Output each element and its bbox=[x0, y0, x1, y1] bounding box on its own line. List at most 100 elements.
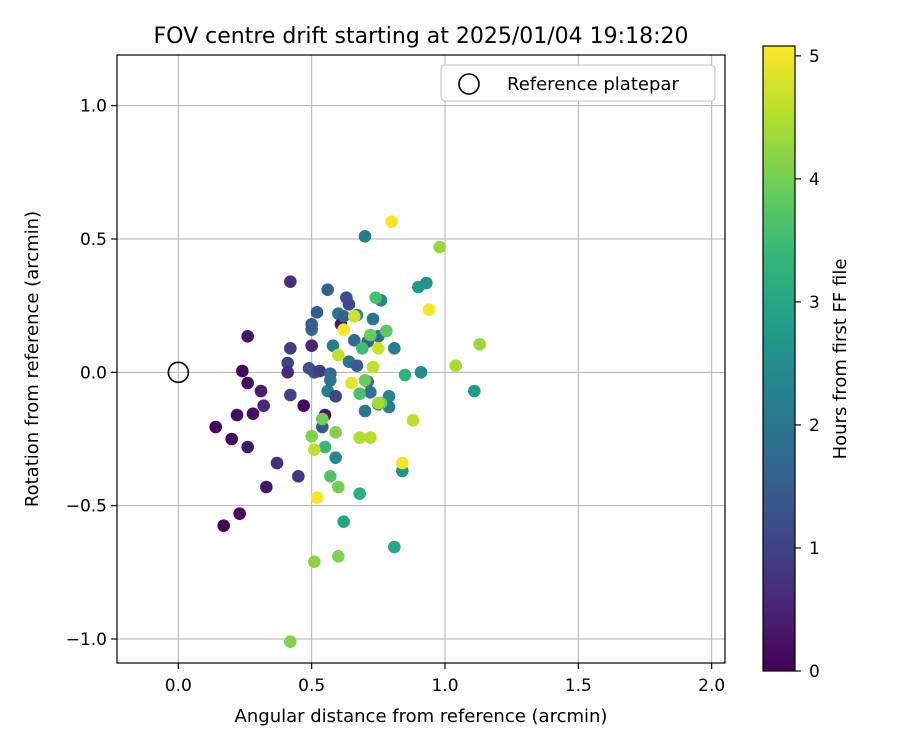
scatter-point bbox=[233, 507, 246, 520]
scatter-point bbox=[284, 388, 297, 402]
scatter-point bbox=[313, 364, 326, 378]
colorbar-tick-label: 2 bbox=[809, 416, 820, 436]
scatter-point bbox=[380, 324, 393, 338]
scatter-point bbox=[348, 334, 361, 347]
scatter-point bbox=[308, 443, 321, 456]
scatter-point bbox=[292, 470, 305, 483]
colorbar-tick-label: 4 bbox=[809, 170, 820, 190]
x-tick-label: 0.0 bbox=[165, 676, 192, 696]
scatter-point bbox=[324, 470, 337, 483]
colorbar-tick-label: 3 bbox=[809, 293, 820, 313]
scatter-point bbox=[353, 431, 366, 444]
y-axis-label: Rotation from reference (arcmin) bbox=[22, 211, 43, 507]
scatter-point bbox=[281, 356, 294, 370]
legend-label: Reference platepar bbox=[507, 74, 679, 95]
scatter-point bbox=[305, 318, 318, 331]
scatter-point bbox=[318, 440, 332, 454]
scatter-point bbox=[358, 404, 372, 418]
scatter-point bbox=[332, 348, 345, 362]
colorbar-gradient bbox=[763, 46, 795, 671]
scatter-point bbox=[396, 456, 409, 470]
scatter-point bbox=[388, 540, 401, 554]
scatter-point bbox=[217, 519, 230, 532]
scatter-point bbox=[257, 399, 270, 412]
colorbar-tick-label: 0 bbox=[809, 662, 820, 682]
scatter-point bbox=[473, 338, 486, 351]
x-tick-label: 1.5 bbox=[565, 676, 592, 696]
scatter-point bbox=[422, 303, 436, 316]
chart-title: FOV centre drift starting at 2025/01/04 … bbox=[154, 24, 689, 49]
plot-area: 0.0 0.5 1.0 1.5 2.0 −1.0 −0.5 0.0 0.5 1.0 Angula… bbox=[22, 54, 726, 727]
data-points bbox=[209, 215, 486, 648]
grid bbox=[117, 55, 725, 663]
scatter-point bbox=[284, 342, 297, 355]
colorbar-label: Hours from first FF file bbox=[830, 259, 851, 460]
scatter-point bbox=[420, 276, 433, 290]
scatter-point bbox=[468, 384, 481, 398]
y-axis-ticks: −1.0 −0.5 0.0 0.5 1.0 bbox=[66, 97, 117, 650]
legend: Reference platepar bbox=[440, 64, 716, 102]
y-tick-label: −0.5 bbox=[66, 497, 107, 517]
scatter-point bbox=[241, 330, 254, 343]
x-tick-label: 1.0 bbox=[431, 676, 458, 696]
scatter-point bbox=[225, 432, 238, 446]
scatter-point bbox=[364, 431, 377, 444]
scatter-point bbox=[326, 339, 340, 352]
scatter-point bbox=[241, 440, 254, 454]
scatter-point bbox=[308, 555, 321, 568]
y-tick-label: 0.5 bbox=[80, 230, 107, 250]
y-tick-label: 0.0 bbox=[80, 363, 107, 383]
scatter-point bbox=[284, 635, 297, 648]
x-axis-label: Angular distance from reference (arcmin) bbox=[235, 706, 608, 727]
scatter-point bbox=[236, 364, 249, 378]
legend-marker bbox=[458, 73, 480, 95]
scatter-point bbox=[385, 215, 398, 228]
scatter-point bbox=[337, 310, 350, 323]
scatter-point bbox=[230, 408, 244, 422]
scatter-point bbox=[366, 312, 380, 326]
scatter-point bbox=[254, 384, 268, 398]
scatter-point bbox=[353, 487, 366, 500]
x-tick-label: 0.5 bbox=[298, 676, 325, 696]
plot-frame bbox=[116, 54, 726, 664]
plot-background bbox=[117, 55, 725, 663]
colorbar-tick-label: 5 bbox=[809, 47, 820, 67]
scatter-point bbox=[284, 275, 297, 288]
scatter-point bbox=[406, 414, 420, 427]
colorbar: 0 1 2 3 4 5 Hours from first FF file bbox=[762, 45, 851, 682]
scatter-point bbox=[241, 376, 254, 390]
scatter-point bbox=[372, 342, 385, 355]
scatter-point bbox=[353, 387, 366, 400]
reference-platepar-marker bbox=[167, 361, 190, 384]
scatter-point bbox=[364, 386, 377, 399]
legend-box bbox=[440, 64, 716, 102]
scatter-point bbox=[329, 390, 342, 403]
scatter-point bbox=[246, 407, 260, 420]
scatter-point bbox=[329, 426, 342, 439]
scatter-point bbox=[358, 230, 372, 243]
scatter-point bbox=[209, 420, 222, 434]
scatter-point bbox=[324, 374, 337, 387]
scatter-point bbox=[316, 412, 329, 426]
scatter-point bbox=[305, 430, 318, 443]
scatter-point bbox=[449, 359, 462, 372]
scatter-point bbox=[398, 368, 412, 382]
scatter-point bbox=[433, 240, 446, 254]
scatter-point bbox=[332, 550, 345, 563]
x-tick-label: 2.0 bbox=[698, 676, 725, 696]
scatter-point bbox=[350, 359, 364, 372]
scatter-point bbox=[414, 366, 428, 379]
scatter-point bbox=[281, 366, 294, 379]
colorbar-frame bbox=[762, 45, 796, 672]
colorbar-tick-label: 1 bbox=[809, 539, 820, 559]
scatter-point bbox=[388, 342, 401, 355]
scatter-point bbox=[332, 480, 345, 494]
scatter-point bbox=[366, 360, 380, 374]
scatter-point bbox=[260, 480, 273, 494]
scatter-point bbox=[364, 328, 377, 342]
scatter-point bbox=[305, 339, 318, 352]
scatter-point bbox=[358, 374, 372, 387]
scatter-point bbox=[310, 306, 324, 319]
scatter-point bbox=[337, 323, 350, 336]
scatter-point bbox=[337, 515, 350, 528]
